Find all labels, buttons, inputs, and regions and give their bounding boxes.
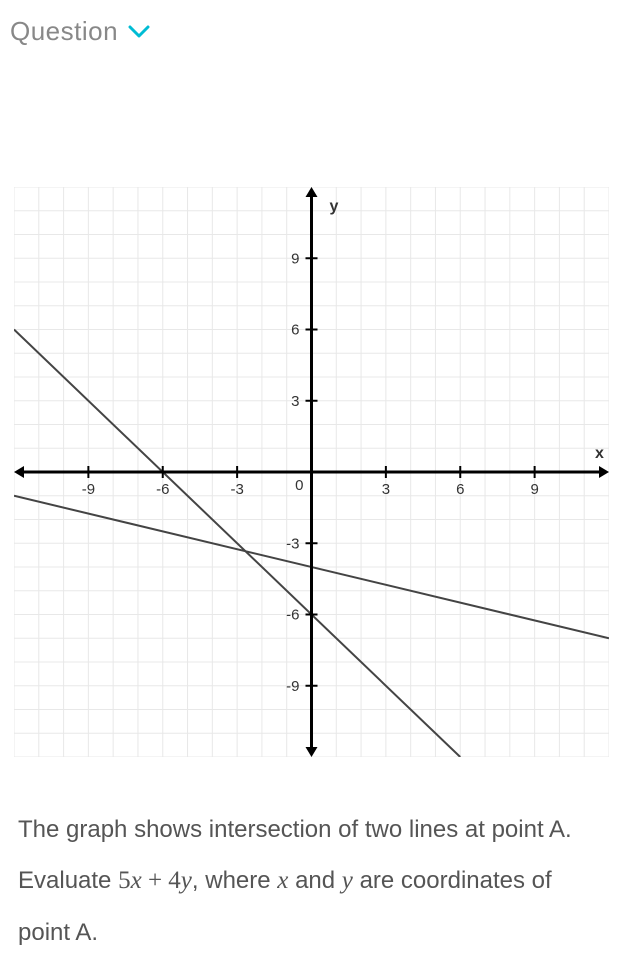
- svg-text:9: 9: [291, 250, 299, 267]
- svg-text:-9: -9: [81, 481, 94, 498]
- svg-text:3: 3: [291, 393, 299, 410]
- chart-svg: -9 -6 -3 3 6 9 -9 -6 -3 3 6 9 0 x y: [14, 187, 609, 757]
- svg-text:3: 3: [381, 481, 389, 498]
- chevron-down-icon: [128, 25, 150, 39]
- svg-text:0: 0: [295, 477, 303, 494]
- var-y: y: [342, 867, 353, 894]
- svg-text:y: y: [329, 198, 338, 215]
- svg-text:-3: -3: [230, 481, 243, 498]
- coordinate-chart: -9 -6 -3 3 6 9 -9 -6 -3 3 6 9 0 x y: [14, 187, 609, 757]
- question-header[interactable]: Question: [10, 16, 612, 47]
- svg-text:6: 6: [291, 322, 299, 339]
- var-x: x: [277, 867, 288, 894]
- svg-text:-6: -6: [286, 607, 299, 624]
- svg-text:-3: -3: [286, 535, 299, 552]
- math-expression: 5x + 4y: [118, 867, 192, 894]
- question-text: The graph shows intersection of two line…: [10, 805, 612, 958]
- text-part-2: , where: [192, 867, 277, 894]
- svg-text:-9: -9: [286, 678, 299, 695]
- text-part-3: and: [295, 867, 342, 894]
- svg-text:6: 6: [456, 481, 464, 498]
- svg-text:-6: -6: [156, 481, 169, 498]
- question-title: Question: [10, 16, 118, 47]
- svg-text:x: x: [595, 445, 604, 462]
- svg-text:9: 9: [530, 481, 538, 498]
